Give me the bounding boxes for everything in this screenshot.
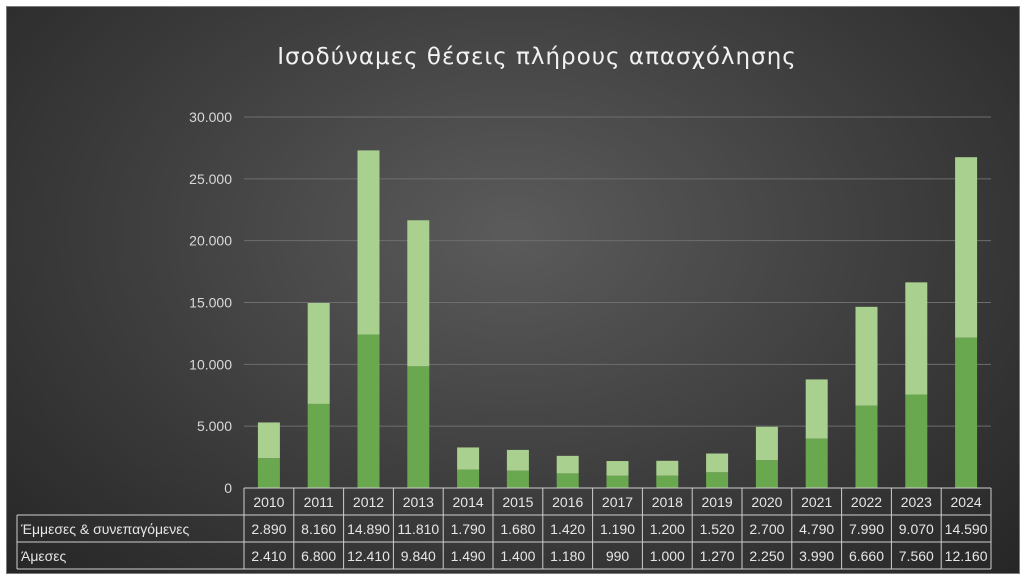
data-label-direct: 2.250 bbox=[749, 548, 784, 564]
bar-indirect bbox=[706, 453, 729, 473]
bar-indirect bbox=[855, 306, 878, 406]
y-tick-label: 10.000 bbox=[189, 356, 232, 372]
data-label-direct: 7.560 bbox=[899, 548, 934, 564]
data-label-direct: 9.840 bbox=[401, 548, 436, 564]
x-tick-label: 2010 bbox=[253, 494, 284, 510]
bar-indirect bbox=[556, 455, 579, 474]
data-label-indirect: 1.520 bbox=[700, 521, 735, 537]
data-label-indirect: 1.680 bbox=[500, 521, 535, 537]
data-label-direct: 1.270 bbox=[700, 548, 735, 564]
x-tick-label: 2017 bbox=[602, 494, 633, 510]
data-label-direct: 2.410 bbox=[251, 548, 286, 564]
data-label-direct: 1.180 bbox=[550, 548, 585, 564]
x-tick-label: 2012 bbox=[353, 494, 384, 510]
data-label-indirect: 8.160 bbox=[301, 521, 336, 537]
x-tick-label: 2013 bbox=[403, 494, 434, 510]
bar-indirect bbox=[955, 157, 978, 338]
bar-direct bbox=[805, 438, 828, 488]
data-table: 2010 2.890 2.410 2011 8.160 6.800 2012 14.890 12… bbox=[16, 487, 992, 570]
data-label-indirect: 11.810 bbox=[397, 521, 439, 537]
bar-indirect bbox=[905, 282, 928, 395]
bars bbox=[257, 150, 978, 488]
x-tick-label: 2015 bbox=[502, 494, 533, 510]
x-tick-label: 2020 bbox=[751, 494, 782, 510]
bar-direct bbox=[755, 460, 778, 488]
x-tick-label: 2022 bbox=[851, 494, 882, 510]
bar-direct bbox=[257, 458, 280, 488]
bar-direct bbox=[556, 473, 579, 488]
bar-direct bbox=[506, 470, 529, 488]
chart-title: Ισοδύναμες θέσεις πλήρους απασχόλησης bbox=[277, 44, 797, 70]
data-label-indirect: 9.070 bbox=[899, 521, 934, 537]
y-tick-label: 20.000 bbox=[189, 233, 232, 249]
bar-direct bbox=[656, 475, 679, 488]
bar-indirect bbox=[357, 150, 380, 335]
data-label-direct: 1.000 bbox=[650, 548, 685, 564]
bar-direct bbox=[606, 475, 629, 488]
bar-direct bbox=[706, 472, 729, 488]
legend-label-direct: Άμεσες bbox=[21, 548, 67, 564]
bar-direct bbox=[307, 403, 330, 488]
x-tick-label: 2021 bbox=[801, 494, 832, 510]
data-label-direct: 1.400 bbox=[500, 548, 535, 564]
x-tick-label: 2023 bbox=[901, 494, 932, 510]
data-label-direct: 990 bbox=[606, 548, 630, 564]
y-tick-label: 0 bbox=[224, 480, 232, 496]
x-tick-label: 2019 bbox=[702, 494, 733, 510]
data-label-indirect: 1.420 bbox=[550, 521, 585, 537]
x-tick-label: 2011 bbox=[304, 494, 334, 510]
data-label-direct: 12.410 bbox=[347, 548, 390, 564]
bar-indirect bbox=[506, 449, 529, 471]
bar-direct bbox=[457, 469, 480, 488]
x-tick-label: 2024 bbox=[951, 494, 982, 510]
bar-indirect bbox=[656, 460, 679, 476]
bar-indirect bbox=[805, 379, 828, 439]
data-label-indirect: 1.190 bbox=[600, 521, 635, 537]
bar-indirect bbox=[755, 426, 778, 461]
data-label-direct: 6.660 bbox=[849, 548, 884, 564]
data-label-indirect: 14.590 bbox=[945, 521, 988, 537]
bar-direct bbox=[955, 337, 978, 488]
x-tick-label: 2018 bbox=[652, 494, 683, 510]
x-tick-label: 2016 bbox=[552, 494, 583, 510]
gridlines bbox=[244, 116, 991, 427]
data-label-indirect: 7.990 bbox=[849, 521, 884, 537]
y-axis-ticks: 0 5.000 10.000 15.000 20.000 25.000 30.000 bbox=[189, 109, 232, 496]
data-label-direct: 12.160 bbox=[945, 548, 988, 564]
bar-indirect bbox=[257, 422, 280, 459]
bar-indirect bbox=[457, 447, 480, 470]
bar-indirect bbox=[407, 220, 430, 367]
data-label-indirect: 1.790 bbox=[451, 521, 486, 537]
y-tick-label: 5.000 bbox=[197, 418, 232, 434]
data-label-direct: 3.990 bbox=[799, 548, 834, 564]
data-label-indirect: 2.700 bbox=[749, 521, 784, 537]
y-tick-label: 15.000 bbox=[189, 295, 232, 311]
data-label-direct: 1.490 bbox=[451, 548, 486, 564]
bar-direct bbox=[855, 405, 878, 488]
bar-direct bbox=[905, 394, 928, 488]
y-tick-label: 25.000 bbox=[189, 171, 232, 187]
data-label-indirect: 4.790 bbox=[799, 521, 834, 537]
data-label-indirect: 14.890 bbox=[347, 521, 390, 537]
bar-indirect bbox=[606, 461, 629, 476]
x-tick-label: 2014 bbox=[453, 494, 484, 510]
bar-direct bbox=[407, 366, 430, 488]
chart-frame: Ισοδύναμες θέσεις πλήρους απασχόλησης 0 5… bbox=[6, 6, 1020, 574]
data-label-indirect: 1.200 bbox=[650, 521, 685, 537]
stacked-bar-chart: Ισοδύναμες θέσεις πλήρους απασχόλησης 0 5… bbox=[16, 44, 992, 570]
legend-label-indirect: Έμμεσες & συνεπαγόμενες bbox=[20, 521, 190, 537]
data-label-direct: 6.800 bbox=[301, 548, 336, 564]
bar-direct bbox=[357, 334, 380, 488]
data-label-indirect: 2.890 bbox=[251, 521, 286, 537]
y-tick-label: 30.000 bbox=[189, 109, 232, 125]
bar-indirect bbox=[307, 302, 330, 404]
